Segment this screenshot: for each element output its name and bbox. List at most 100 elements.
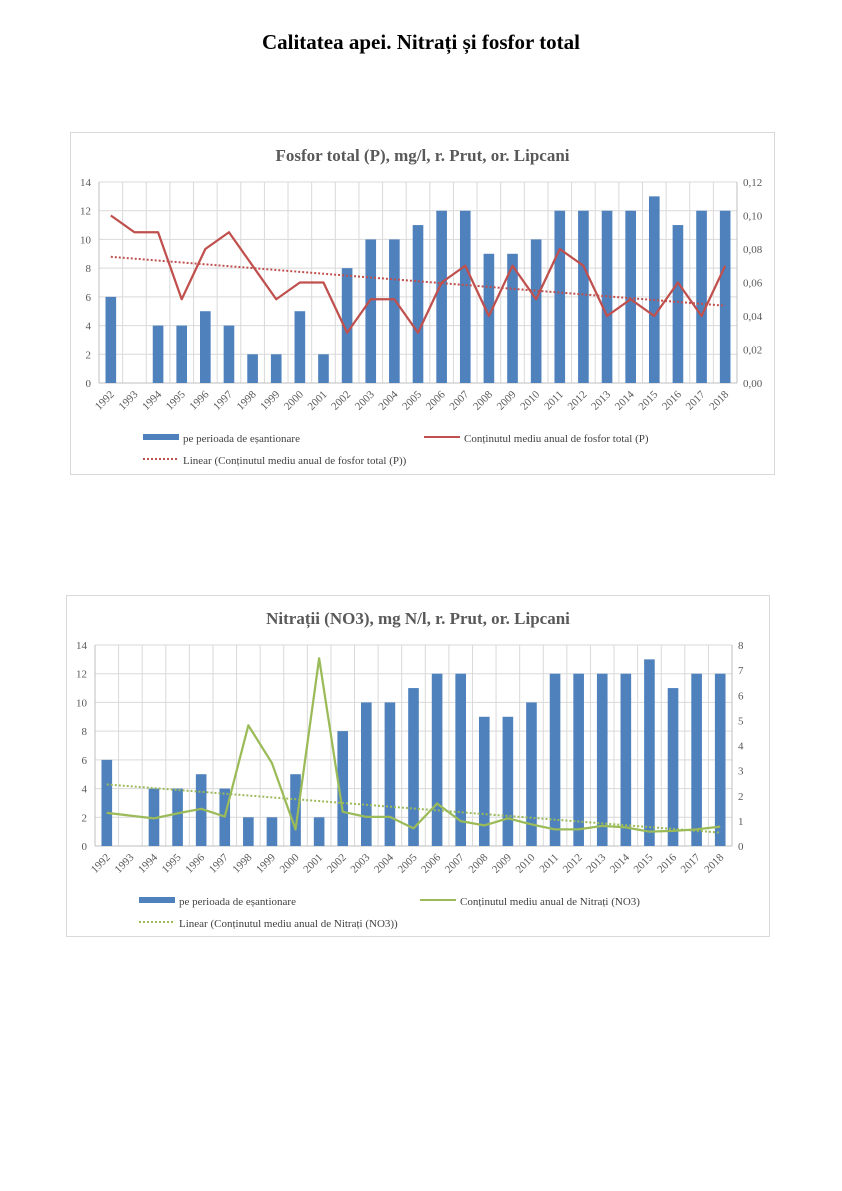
left-axis-tick: 6 <box>86 292 92 304</box>
right-axis-tick: 0,04 <box>743 311 763 323</box>
bar-2018 <box>719 210 731 383</box>
x-axis-tick: 2018 <box>707 388 731 412</box>
x-axis-tick: 1997 <box>207 851 231 875</box>
right-axis-tick: 4 <box>738 741 744 753</box>
right-axis-tick: 6 <box>738 690 744 702</box>
bar-2003 <box>361 702 372 846</box>
x-axis-tick: 1999 <box>258 388 282 412</box>
right-axis-tick: 5 <box>738 715 744 727</box>
x-axis-tick: 1992 <box>89 852 113 876</box>
left-axis-tick: 10 <box>76 697 88 709</box>
legend-line-label: Conținutul mediu anual de Nitrați (NO3) <box>460 896 640 908</box>
legend-bar-swatch <box>139 897 175 903</box>
bar-2009 <box>502 716 514 846</box>
x-axis-tick: 2007 <box>443 851 467 875</box>
x-axis-tick: 2013 <box>589 388 613 412</box>
right-axis-tick: 0,00 <box>743 378 763 390</box>
left-axis-tick: 8 <box>86 263 92 275</box>
x-axis-tick: 2004 <box>376 388 400 412</box>
chart-svg: Fosfor total (P), mg/l, r. Prut, or. Lip… <box>80 146 763 467</box>
x-axis-tick: 2002 <box>329 389 353 413</box>
bar-2006 <box>436 210 447 383</box>
x-axis-tick: 2002 <box>325 852 349 876</box>
bar-2014 <box>625 210 636 383</box>
left-axis-tick: 6 <box>82 755 88 767</box>
bar-2006 <box>431 673 443 846</box>
x-axis-tick: 2013 <box>584 851 608 875</box>
page-title: Calitatea apei. Nitrați și fosfor total <box>261 30 581 54</box>
bar-2016 <box>667 688 679 846</box>
x-axis-tick: 2012 <box>561 852 585 876</box>
trendline <box>110 255 726 307</box>
x-axis-tick: 2001 <box>306 389 330 413</box>
x-axis-tick: 1994 <box>136 851 160 875</box>
chart-title: Fosfor total (P), mg/l, r. Prut, or. Lip… <box>275 146 569 165</box>
x-axis-tick: 1993 <box>117 388 141 412</box>
chart-svg: Nitrații (NO3), mg N/l, r. Prut, or. Lip… <box>76 609 744 930</box>
left-axis-tick: 4 <box>86 321 92 333</box>
x-axis-tick: 1998 <box>235 388 259 412</box>
x-axis-tick: 2006 <box>424 388 448 412</box>
bar-2012 <box>573 673 584 846</box>
x-axis-tick: 2014 <box>613 388 637 412</box>
bar-2017 <box>696 210 707 383</box>
left-axis-tick: 12 <box>80 206 91 218</box>
right-axis-tick: 8 <box>738 640 744 652</box>
right-axis-tick: 0,06 <box>743 278 763 290</box>
bar-1999 <box>270 354 282 383</box>
right-axis-tick: 0,08 <box>743 244 763 256</box>
x-axis-tick: 2005 <box>400 388 424 412</box>
bar-2012 <box>578 210 589 383</box>
x-axis-tick: 2014 <box>608 851 632 875</box>
x-axis-tick: 1993 <box>112 851 136 875</box>
bar-2015 <box>644 659 655 846</box>
x-axis-tick: 2016 <box>655 851 679 875</box>
bar-1997 <box>223 325 235 383</box>
bar-2004 <box>384 702 396 846</box>
bar-2001 <box>318 354 329 383</box>
x-axis-tick: 1995 <box>164 388 188 412</box>
right-axis-tick: 1 <box>738 816 744 828</box>
bar-2005 <box>408 688 419 846</box>
left-axis-tick: 12 <box>76 669 87 681</box>
bar-2007 <box>459 210 471 383</box>
legend-bar-label: pe perioada de eșantionare <box>183 433 300 445</box>
nitrates-chart: Nitrații (NO3), mg N/l, r. Prut, or. Lip… <box>66 595 770 937</box>
bar-2011 <box>554 210 566 383</box>
bar-1994 <box>152 325 164 383</box>
x-axis-tick: 2008 <box>466 851 490 875</box>
bar-2009 <box>507 253 518 383</box>
line-series <box>106 657 721 833</box>
bar-2001 <box>313 817 325 846</box>
x-axis-tick: 2009 <box>495 388 519 412</box>
x-axis-tick: 2006 <box>419 851 443 875</box>
x-axis-tick: 1996 <box>187 388 211 412</box>
x-axis-tick: 1997 <box>211 388 235 412</box>
bar-2008 <box>478 716 490 846</box>
x-axis-tick: 2010 <box>518 388 542 412</box>
bar-2013 <box>596 673 608 846</box>
bar-1995 <box>176 325 188 383</box>
bar-2014 <box>620 673 632 846</box>
x-axis-tick: 2016 <box>660 388 684 412</box>
bar-2015 <box>648 196 660 383</box>
x-axis-tick: 1996 <box>183 851 207 875</box>
x-axis-tick: 2017 <box>684 388 708 412</box>
chart-title: Nitrații (NO3), mg N/l, r. Prut, or. Lip… <box>266 609 570 629</box>
x-axis-tick: 1992 <box>93 389 117 413</box>
bar-2005 <box>412 225 424 383</box>
bar-2002 <box>337 731 349 846</box>
bar-1992 <box>105 296 117 383</box>
left-axis-tick: 8 <box>82 726 88 738</box>
bar-1998 <box>247 354 258 383</box>
x-axis-tick: 1999 <box>254 851 278 875</box>
x-axis-tick: 2009 <box>490 851 514 875</box>
bar-2000 <box>290 774 301 846</box>
x-axis-tick: 2011 <box>537 852 561 876</box>
left-axis-tick: 14 <box>80 177 92 189</box>
right-axis-tick: 0,12 <box>743 177 762 189</box>
x-axis-tick: 2011 <box>542 389 566 413</box>
bar-1992 <box>101 759 113 846</box>
bar-1996 <box>195 774 207 846</box>
x-axis-tick: 2010 <box>514 851 538 875</box>
